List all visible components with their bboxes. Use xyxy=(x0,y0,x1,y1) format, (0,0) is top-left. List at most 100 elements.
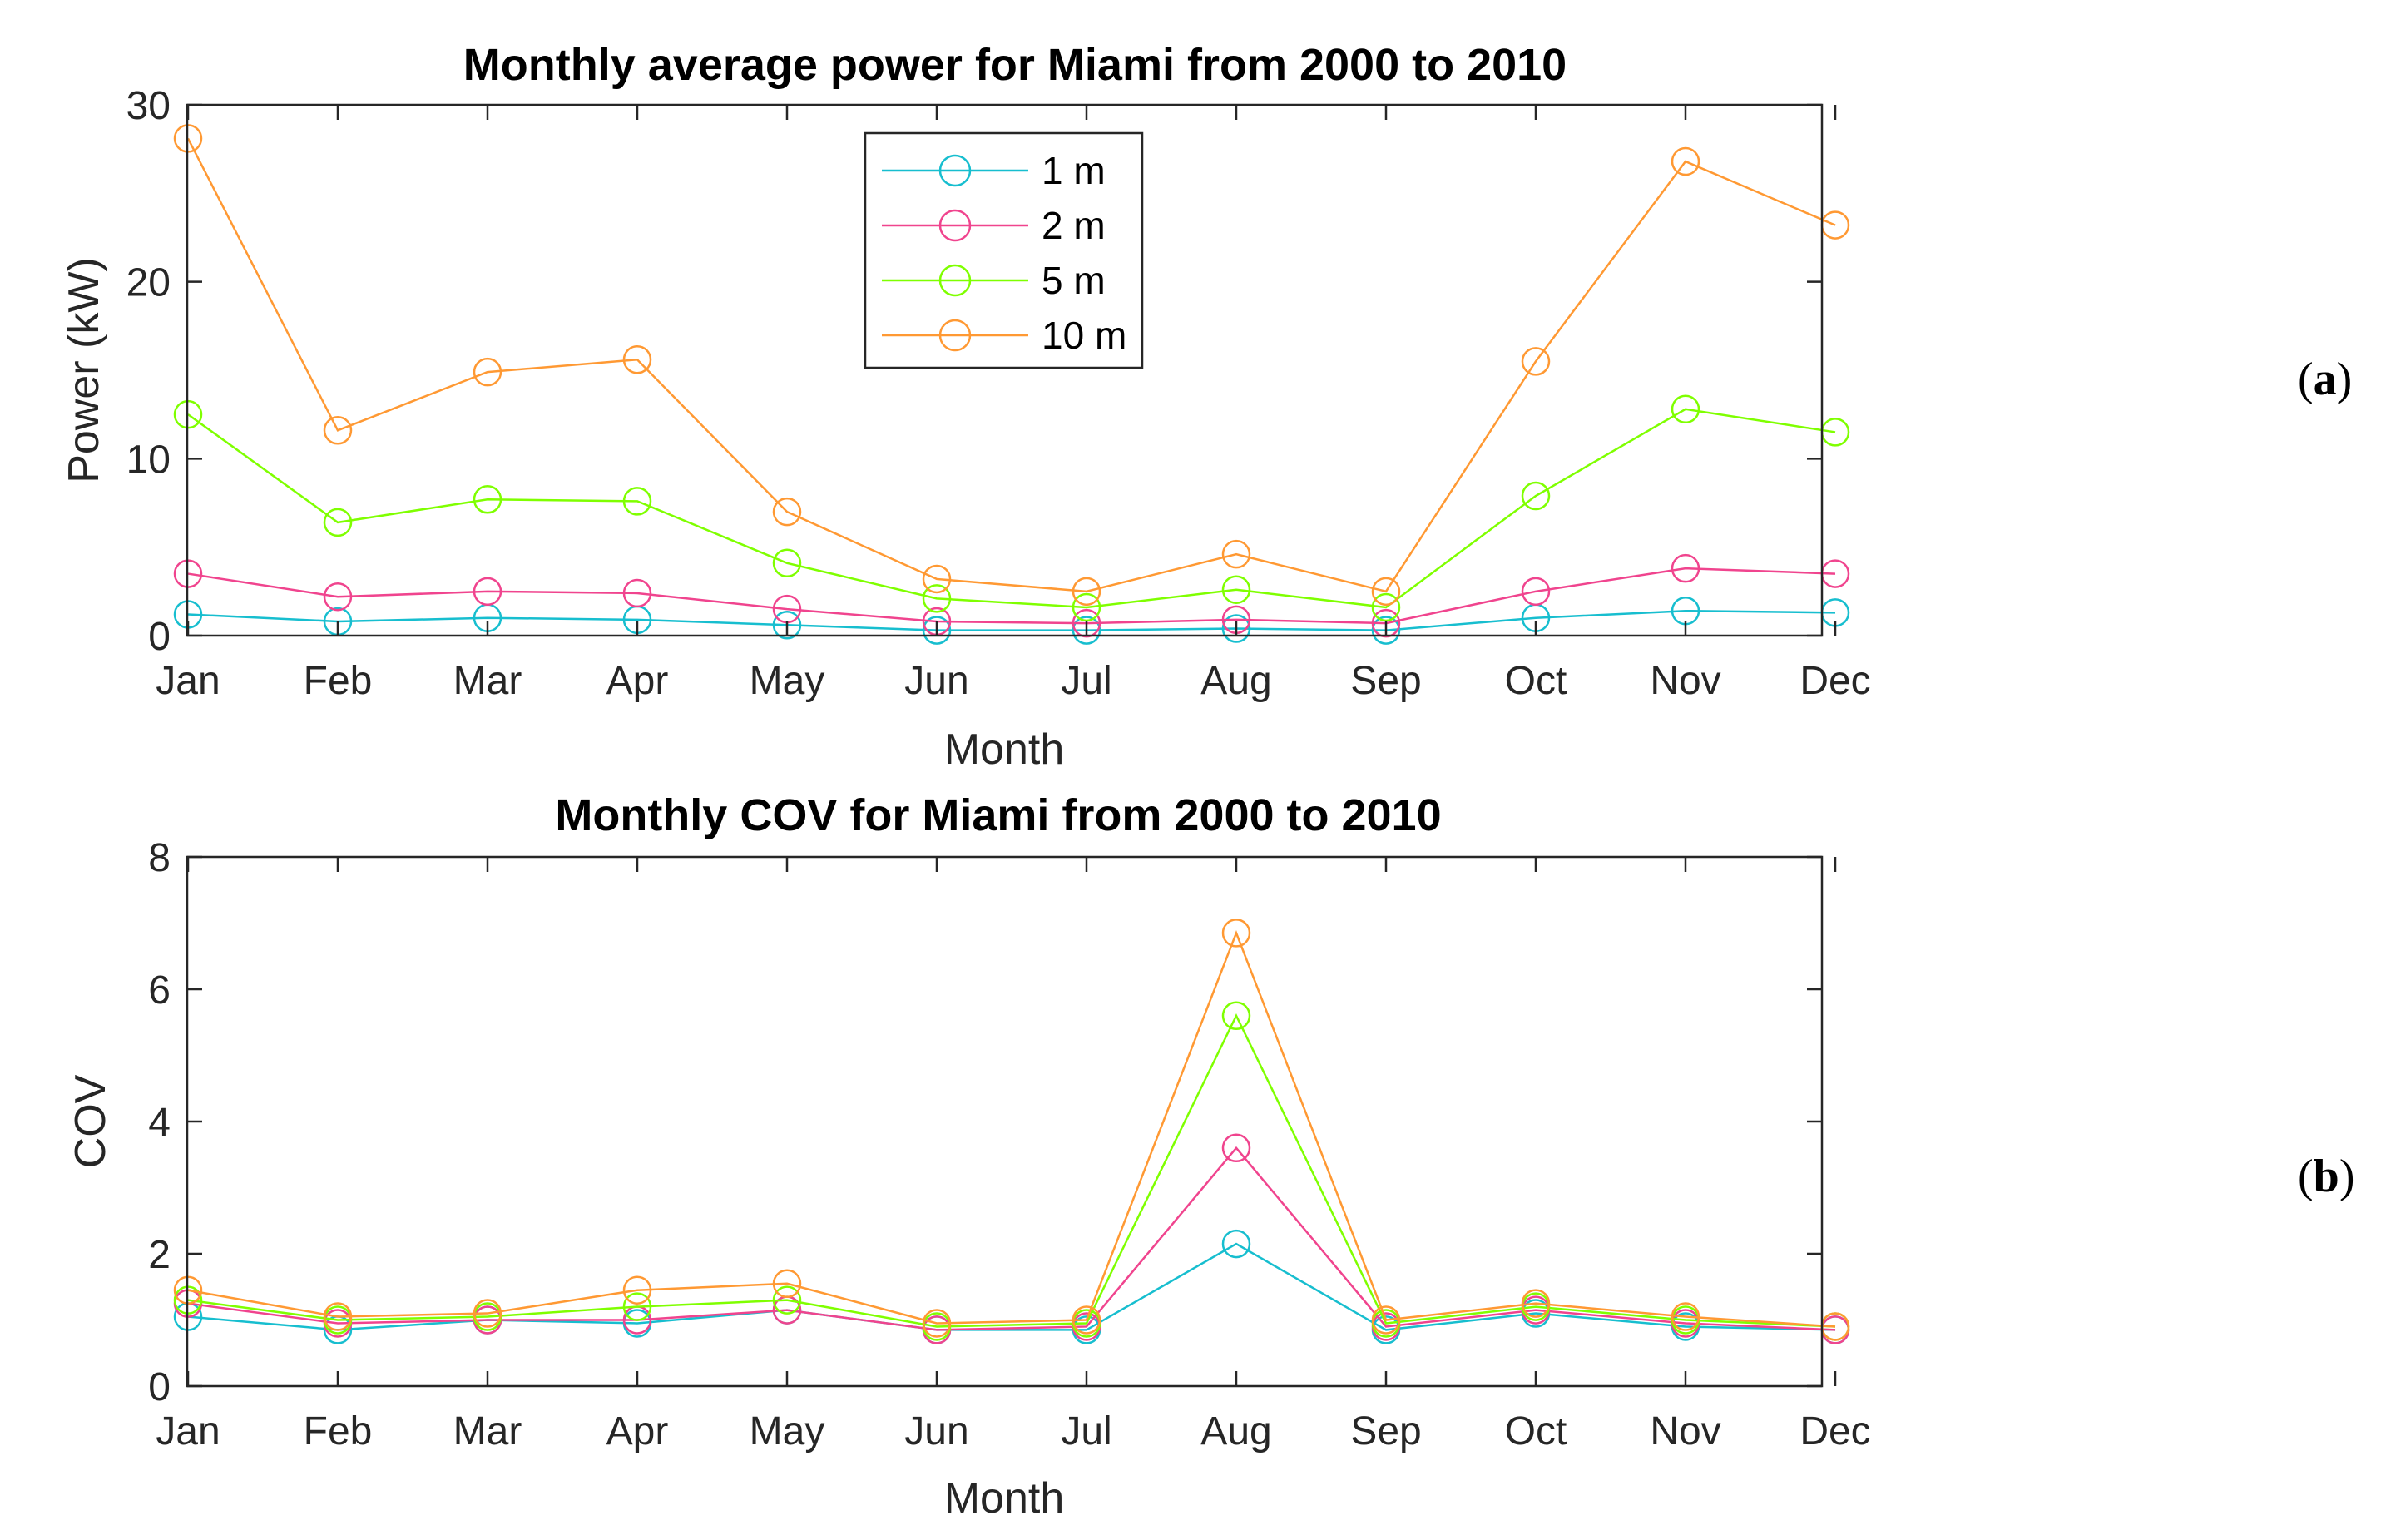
data-point xyxy=(622,1292,652,1321)
y-tick-label: 6 xyxy=(148,968,171,1013)
data-point xyxy=(1371,577,1401,607)
y-tick-label: 10 xyxy=(126,438,171,482)
x-tick-label: Sep xyxy=(1350,1409,1421,1453)
x-axis-label: Month xyxy=(944,725,1065,774)
chart-title-power: Monthly average power for Miami from 200… xyxy=(463,40,1567,90)
data-point xyxy=(1371,616,1401,645)
x-tick-label: Feb xyxy=(304,1409,373,1453)
data-point xyxy=(772,610,802,640)
x-tick-label: Mar xyxy=(453,1409,522,1453)
data-point xyxy=(1072,592,1101,622)
y-tick-label: 30 xyxy=(126,84,171,128)
x-tick-label: Jan xyxy=(156,1409,220,1453)
data-point xyxy=(1221,1001,1251,1031)
y-tick-label: 2 xyxy=(148,1233,171,1277)
data-point xyxy=(1521,347,1551,376)
data-point xyxy=(922,584,952,613)
legend-label: 2 m xyxy=(1042,204,1106,247)
chart-cov: Monthly COV for Miami from 2000 to 2010 … xyxy=(67,790,2354,1523)
legend: 1 m 2 m 5 m 10 m xyxy=(864,131,1144,369)
legend-entries: 1 m 2 m 5 m 10 m xyxy=(882,149,1126,357)
series-line-1m xyxy=(187,1242,1836,1331)
y-axis-ticks: 0 10 20 30 xyxy=(126,84,1822,659)
data-point xyxy=(1671,146,1700,176)
data-point xyxy=(772,548,802,578)
legend-marker xyxy=(938,319,972,352)
series-line-5m xyxy=(187,1013,1836,1328)
data-point xyxy=(772,1269,802,1299)
chart-power: Monthly average power for Miami from 200… xyxy=(60,40,2352,774)
series-line-10m xyxy=(186,137,1836,593)
x-tick-label: Jul xyxy=(1061,659,1111,703)
legend-marker xyxy=(938,154,972,187)
data-point xyxy=(1221,1133,1251,1163)
data-point xyxy=(1671,553,1700,583)
x-tick-label: Apr xyxy=(606,659,669,703)
x-tick-label: Aug xyxy=(1200,1409,1271,1453)
x-tick-label: Dec xyxy=(1799,659,1870,703)
x-tick-label: Sep xyxy=(1350,659,1421,703)
x-tick-label: Oct xyxy=(1505,1409,1567,1453)
y-tick-label: 20 xyxy=(126,261,171,305)
data-point xyxy=(922,564,952,594)
data-point xyxy=(1221,539,1251,569)
series-line-2m xyxy=(187,567,1836,625)
data-point xyxy=(323,416,353,445)
series-line-2m xyxy=(187,1146,1836,1331)
data-point xyxy=(1521,481,1551,511)
y-tick-label: 0 xyxy=(148,615,171,659)
x-tick-label: Jun xyxy=(904,659,968,703)
series-line-5m xyxy=(187,408,1836,609)
legend-box xyxy=(864,131,1144,369)
x-tick-label: May xyxy=(750,1409,825,1453)
y-axis-label: COV xyxy=(67,1074,115,1168)
x-axis-label: Month xyxy=(944,1474,1065,1523)
series-line-1m xyxy=(187,609,1836,631)
data-point xyxy=(1521,1289,1551,1318)
legend-label: 1 m xyxy=(1042,149,1106,192)
data-point xyxy=(1221,1229,1251,1259)
data-point xyxy=(1072,1305,1101,1335)
data-point xyxy=(1221,614,1251,643)
legend-label: 10 m xyxy=(1042,314,1126,357)
x-tick-label: Nov xyxy=(1650,659,1720,703)
data-point xyxy=(1221,919,1251,948)
data-point xyxy=(922,1309,952,1338)
data-point xyxy=(772,497,802,527)
series-line-10m xyxy=(187,929,1836,1328)
data-point xyxy=(622,487,652,516)
data-point xyxy=(622,578,652,608)
x-tick-label: Oct xyxy=(1505,659,1567,703)
panel-letter-a: a xyxy=(2314,354,2337,405)
y-tick-label: 4 xyxy=(148,1101,171,1145)
data-point xyxy=(323,508,353,537)
data-point xyxy=(622,344,652,374)
x-tick-label: Nov xyxy=(1650,1409,1720,1453)
x-tick-label: Jul xyxy=(1061,1409,1111,1453)
panel-label-a: (a) xyxy=(2298,354,2352,405)
data-point xyxy=(473,357,502,387)
y-tick-label: 0 xyxy=(148,1365,171,1409)
data-point xyxy=(1221,575,1251,604)
data-point xyxy=(1371,1305,1401,1335)
data-point xyxy=(473,1299,502,1328)
x-tick-label: Mar xyxy=(453,659,522,703)
panel-letter-b: b xyxy=(2314,1151,2339,1202)
data-point xyxy=(1521,577,1551,607)
x-axis-ticks: Jan Feb Mar Apr May Jun Jul Aug Sep Oct Nov Dec xyxy=(156,105,1871,703)
series-layer xyxy=(173,124,1850,645)
plot-frame xyxy=(186,103,1824,637)
legend-label: 5 m xyxy=(1042,259,1106,302)
x-axis-ticks: Jan Feb Mar Apr May Jun Jul Aug Sep Oct Nov Dec xyxy=(156,857,1871,1453)
data-point xyxy=(323,1302,353,1331)
x-tick-label: Jan xyxy=(156,659,220,703)
data-point xyxy=(622,1275,652,1305)
chart-title-cov: Monthly COV for Miami from 2000 to 2010 xyxy=(555,790,1441,840)
panel-label-b: (b) xyxy=(2298,1151,2354,1202)
data-point xyxy=(1371,592,1401,622)
y-tick-label: 8 xyxy=(148,836,171,880)
legend-marker xyxy=(938,264,972,297)
y-axis-label: Power (kW) xyxy=(60,257,108,483)
series-layer xyxy=(173,919,1850,1344)
